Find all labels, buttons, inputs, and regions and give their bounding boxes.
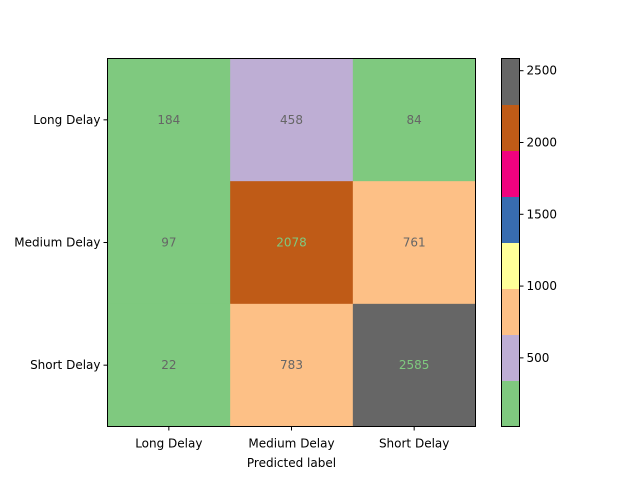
x-tick-label: Long Delay [135, 437, 202, 451]
colorbar-tick-label: 500 [527, 351, 550, 365]
heatmap-cell [230, 181, 354, 305]
cell-value-label: 2585 [399, 358, 430, 372]
heatmap-cell [230, 58, 354, 182]
colorbar-band [501, 380, 520, 427]
heatmap-cell [352, 58, 476, 182]
cell-value-label: 97 [161, 236, 176, 250]
colorbar-tick-label: 2500 [527, 64, 558, 78]
heatmap-cell [352, 181, 476, 305]
y-tick-label: Long Delay [33, 113, 100, 127]
colorbar-band [501, 196, 520, 243]
colorbar-band [501, 288, 520, 335]
heatmap-cell [107, 58, 231, 182]
colorbar: 500 1000 1500 2000 2500 [501, 58, 558, 427]
y-tick-label: Short Delay [30, 358, 100, 372]
cell-value-label: 184 [157, 113, 180, 127]
colorbar-frame [501, 58, 520, 427]
colorbar-band [501, 334, 520, 381]
colorbar-tick-label: 1000 [527, 279, 558, 293]
cell-value-label: 458 [280, 113, 303, 127]
colorbar-band [501, 104, 520, 151]
y-axis: Long Delay Medium Delay Short Delay [14, 113, 108, 372]
cell-value-label: 84 [407, 113, 422, 127]
colorbar-tick-label: 1500 [527, 207, 558, 221]
colorbar-band [501, 58, 520, 105]
colorbar-tick-label: 2000 [527, 135, 558, 149]
x-axis-label: Predicted label [247, 456, 336, 470]
x-tick-label: Medium Delay [248, 437, 334, 451]
heatmap-cell [352, 303, 476, 427]
heatmap-cell [107, 303, 231, 427]
cell-value-label: 761 [403, 236, 426, 250]
heatmap-cell [107, 181, 231, 305]
x-tick-label: Short Delay [379, 437, 449, 451]
cell-value-label: 783 [280, 358, 303, 372]
colorbar-band [501, 150, 520, 197]
heatmap-cell [230, 303, 354, 427]
colorbar-band [501, 242, 520, 289]
x-axis: Long Delay Medium Delay Short Delay [135, 426, 449, 451]
cell-value-label: 22 [161, 358, 176, 372]
heatmap-cells [107, 58, 476, 427]
cell-value-label: 2078 [276, 236, 307, 250]
y-tick-label: Medium Delay [14, 236, 100, 250]
cell-value-labels: 184 458 84 97 2078 761 22 783 2585 [157, 113, 429, 372]
